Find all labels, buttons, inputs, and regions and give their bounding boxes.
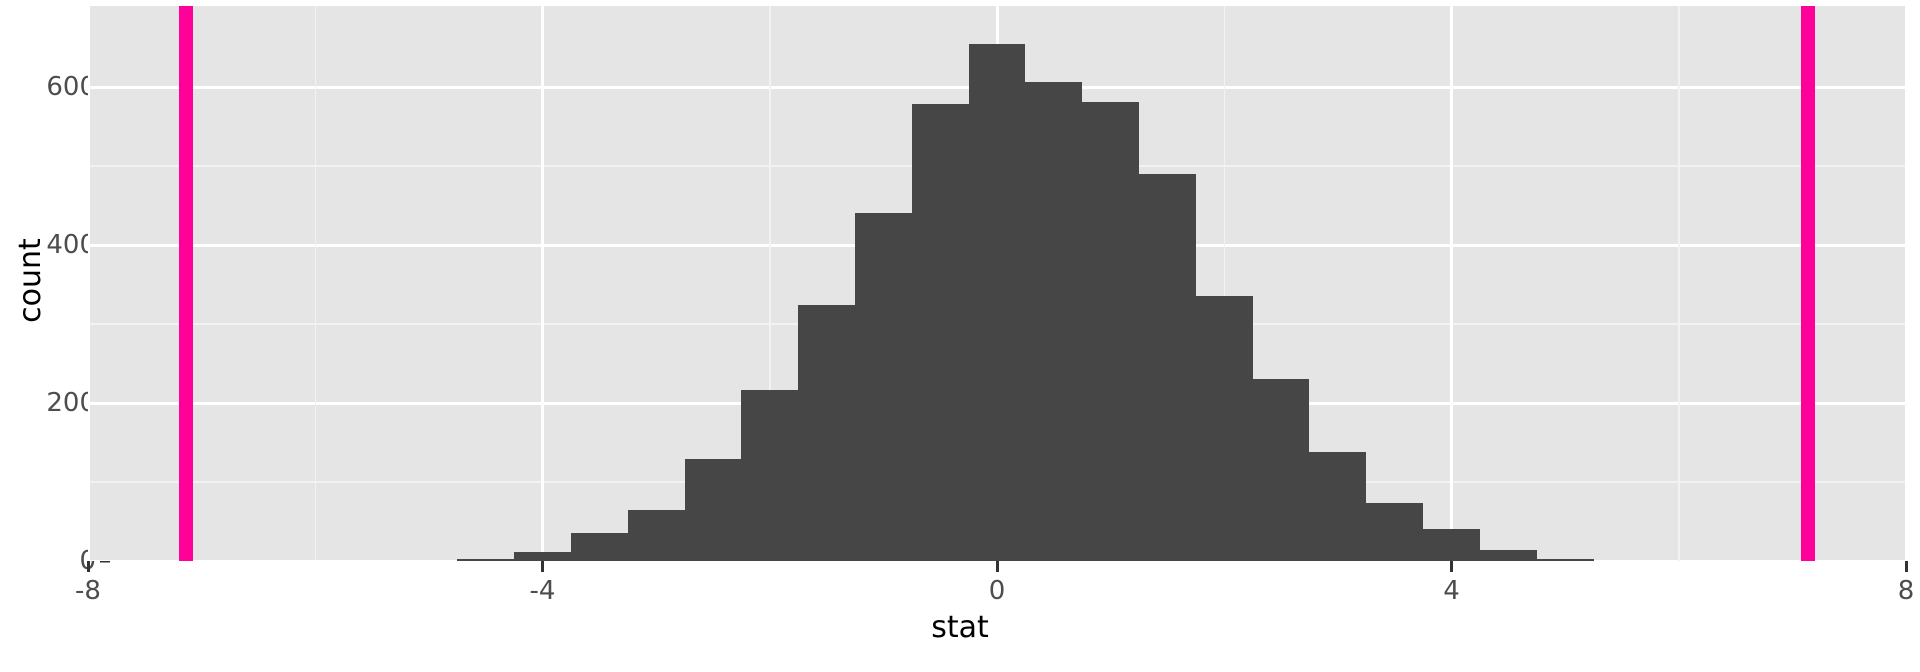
gridline-minor-x: [769, 6, 771, 561]
gridline-minor-x: [314, 6, 316, 561]
observed-stat-upper: [1801, 6, 1816, 561]
histogram-bar: [1479, 549, 1537, 561]
x-axis-tick-marks: [0, 561, 1920, 575]
histogram-bar: [1082, 102, 1140, 561]
histogram-bar: [684, 459, 742, 561]
x-tick-mark: [995, 561, 999, 572]
x-tick-mark: [541, 561, 544, 572]
observed-stat-lower: [178, 6, 193, 561]
histogram-bar: [570, 533, 628, 561]
x-tick-label: -8: [75, 576, 101, 606]
x-axis-title: stat: [0, 610, 1920, 645]
gridline-major-x: [1450, 6, 1453, 561]
y-tick-label: 600: [46, 72, 96, 103]
x-axis-tick-labels: -8 -4 0 4 8: [0, 576, 1920, 612]
x-tick-label: 0: [988, 576, 1006, 606]
plot-panel: [88, 6, 1906, 561]
histogram-bar: [741, 390, 799, 561]
gridline-major-x: [88, 6, 90, 561]
histogram-bar: [1423, 528, 1480, 561]
histogram-bar: [968, 43, 1026, 561]
histogram-bar: [1252, 379, 1310, 561]
x-tick-mark: [1450, 561, 1453, 572]
histogram-bar: [627, 510, 685, 561]
x-tick-label: 8: [1897, 576, 1915, 606]
gridline-major-x: [1904, 6, 1906, 561]
y-tick-label: 400: [46, 230, 96, 261]
gridline-major-x: [541, 6, 544, 561]
x-tick-mark: [1904, 561, 1908, 572]
y-tick-mark: [100, 559, 110, 563]
gridline-minor-x: [1678, 6, 1680, 561]
histogram-bar: [1139, 173, 1196, 561]
y-axis-title-text: count: [12, 238, 48, 323]
histogram-bar: [1309, 452, 1367, 561]
histogram-bar: [911, 104, 969, 561]
gridline-minor-x: [1223, 6, 1225, 561]
histogram-bar: [1025, 82, 1083, 561]
histogram-bar: [514, 551, 571, 561]
histogram-bar: [854, 212, 912, 561]
histogram-bar: [1195, 295, 1253, 561]
histogram-bar: [457, 558, 515, 561]
x-axis-title-text: stat: [931, 610, 989, 645]
x-tick-mark: [86, 561, 90, 572]
histogram-bar: [798, 305, 855, 561]
y-tick-label: 200: [46, 388, 96, 418]
x-tick-label: -4: [529, 576, 556, 606]
x-tick-label: 4: [1443, 576, 1460, 606]
histogram-bar: [1366, 503, 1424, 561]
histogram-bar: [1536, 559, 1594, 561]
